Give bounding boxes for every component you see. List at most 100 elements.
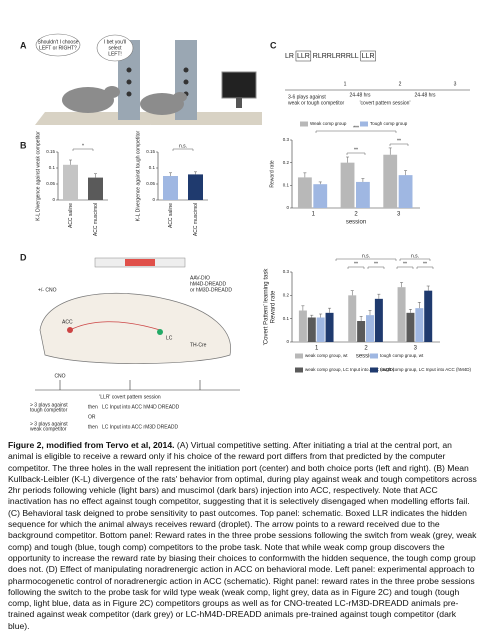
schematic-label: 24-48 hrs [414, 92, 436, 98]
bar [297, 177, 312, 208]
legend-label: Tough comp group [370, 121, 408, 126]
bar [340, 162, 355, 208]
port [126, 91, 132, 97]
bar [313, 184, 328, 208]
y-axis-label: Reward rate [271, 290, 277, 323]
y-tick-label: 0 [52, 197, 55, 202]
y-tick-label: 0 [286, 339, 289, 344]
schematic-label: LC Input into ACC rM3D DREADD [102, 424, 179, 430]
bubble-text: Shouldn't I choose [38, 39, 79, 45]
bar [307, 317, 316, 342]
bar [397, 287, 406, 342]
brain [39, 292, 231, 364]
y-tick-label: 0.1 [49, 165, 56, 170]
lc [157, 329, 163, 335]
construct-part [125, 259, 155, 266]
y-axis-label: Reward rate [269, 160, 275, 187]
port [183, 67, 189, 73]
port [126, 67, 132, 73]
legend-label: weak comp group, wt [305, 353, 348, 358]
rat [62, 87, 114, 113]
schematic-label: 1 [344, 81, 347, 87]
bracket [346, 152, 366, 155]
schematic-label: > 3 plays against [30, 421, 68, 427]
annotation: * [82, 143, 84, 149]
sequence: LR LLR RLRRLRRRLL LLR [285, 50, 376, 62]
panel-letter: D [20, 252, 27, 262]
projection [69, 321, 161, 331]
legend-swatch [370, 353, 378, 359]
bar [398, 175, 413, 208]
y-tick-label: 0.15 [146, 149, 155, 154]
bar [383, 154, 398, 208]
x-tick-label: ACC muscimol [193, 203, 199, 236]
y-tick-label: 0.3 [283, 137, 290, 142]
schematic-label: > 3 plays against [30, 402, 68, 408]
schematic-label: 'covert pattern session' [360, 100, 411, 106]
caption-body: (A) Virtual competitive setting. After i… [8, 440, 477, 631]
x-tick-label: 3 [397, 212, 401, 218]
caption-title: Figure 2, modified from Tervo et al, 201… [8, 440, 175, 450]
y-tick-label: 0.2 [283, 293, 290, 298]
schematic-label: 3-6 plays against [288, 94, 326, 100]
x-tick-label: 2 [354, 212, 358, 218]
x-tick-label: ACC saline [168, 203, 174, 228]
bracket [389, 143, 409, 146]
page: {"panel_letters":["A","B","C","D"], "pan… [8, 33, 477, 631]
x-tick-label: ACC saline [68, 203, 74, 228]
annotation: ** [374, 261, 378, 267]
acc [67, 327, 73, 333]
bubble-text: LEFT or RIGHT? [39, 45, 77, 51]
legend-swatch [370, 367, 378, 373]
bracket [416, 266, 434, 269]
x-tick-label: 2 [364, 346, 368, 352]
y-tick-label: 0.1 [149, 165, 156, 170]
annotation: ** [354, 147, 358, 153]
caption: Figure 2, modified from Tervo et al, 201… [8, 440, 478, 632]
y-tick-label: 0.15 [46, 149, 55, 154]
port [126, 79, 132, 85]
sequence-segment: RLRRLRRRLL [313, 53, 359, 60]
rat-head [173, 92, 187, 102]
legend-swatch [300, 121, 308, 127]
bubble-text: LEFT! [108, 51, 122, 57]
y-tick-label: 0 [286, 205, 289, 210]
bar [366, 315, 374, 342]
bracket [396, 266, 414, 269]
schematic-label: CNO [54, 373, 65, 379]
y-axis-label: 'Covert Pattern' learning task [264, 268, 270, 346]
bar [298, 310, 307, 342]
y-tick-label: 0 [152, 197, 155, 202]
monitor [221, 71, 257, 99]
annotation: ** [423, 261, 427, 267]
annotation: n.s. [411, 253, 419, 259]
panel-letter: C [270, 40, 277, 50]
bar [415, 308, 424, 342]
schematic-label: LC Input into ACC hM4D DREADD [102, 404, 180, 410]
bar [188, 174, 203, 200]
rat-head [104, 86, 120, 98]
bar [424, 290, 433, 342]
x-tick-label: 3 [414, 346, 418, 352]
schematic-label: hM4D-DREADD [190, 281, 227, 287]
bar [88, 177, 103, 200]
panel-a-art [35, 33, 262, 125]
y-tick-label: 0.1 [283, 183, 290, 188]
y-tick-label: 0.1 [283, 316, 290, 321]
legend-label: Weak comp group [310, 121, 347, 126]
rat [140, 93, 184, 115]
x-tick-label: ACC muscimol [93, 203, 99, 236]
schematic-label: +/- CNO [38, 287, 57, 293]
y-tick-label: 0.05 [46, 181, 55, 186]
bracket [347, 266, 365, 269]
bar [374, 298, 383, 342]
schematic-label: 24-48 hrs [349, 92, 371, 98]
bracket [335, 258, 397, 261]
bubble-text: select [108, 45, 122, 51]
x-tick-label: 1 [312, 212, 316, 218]
bar [348, 295, 357, 342]
schematic-label: 3 [454, 81, 457, 87]
bar [163, 176, 178, 200]
bar [316, 317, 325, 342]
y-axis-label: K-L Divergence against tough competitor [135, 130, 141, 221]
